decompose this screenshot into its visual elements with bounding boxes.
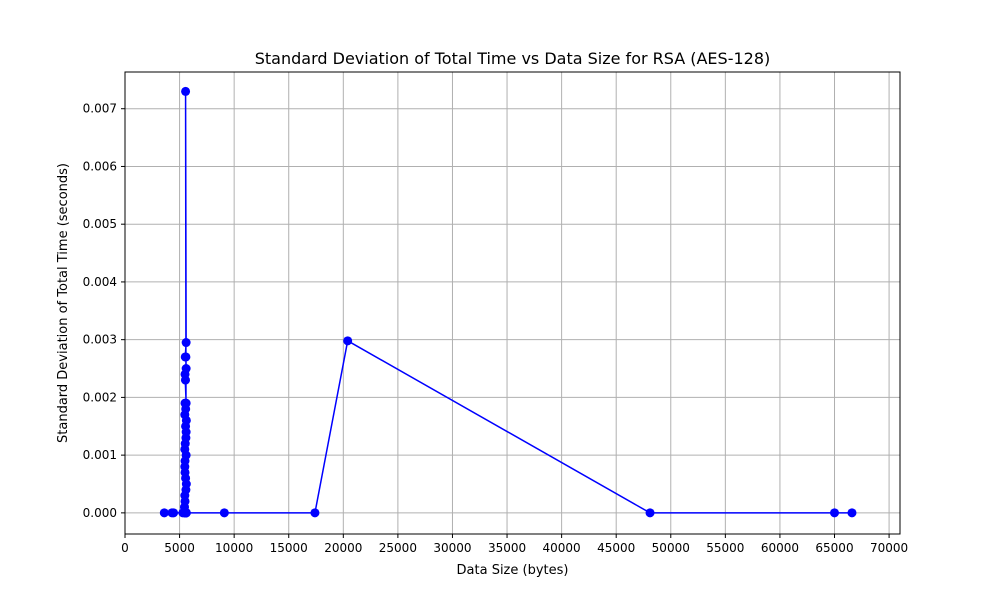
data-point bbox=[169, 508, 179, 518]
y-tick-label: 0.002 bbox=[83, 390, 117, 404]
x-tick-label: 45000 bbox=[597, 541, 635, 555]
tick-layer: 0 5000 10000 15000 20000 25000 30000 35000 40000… bbox=[83, 102, 909, 555]
data-point bbox=[645, 508, 655, 518]
data-point bbox=[310, 508, 320, 518]
data-point bbox=[847, 508, 857, 518]
x-tick-label: 40000 bbox=[543, 541, 581, 555]
x-tick-label: 60000 bbox=[761, 541, 799, 555]
y-tick-label: 0.004 bbox=[83, 275, 117, 289]
chart-title: Standard Deviation of Total Time vs Data… bbox=[255, 49, 771, 68]
x-tick-label: 50000 bbox=[652, 541, 690, 555]
x-tick-label: 20000 bbox=[324, 541, 362, 555]
x-tick-label: 65000 bbox=[815, 541, 853, 555]
series-layer bbox=[159, 86, 857, 518]
data-point bbox=[181, 364, 191, 374]
y-tick-label: 0.000 bbox=[83, 506, 117, 520]
data-point bbox=[343, 336, 353, 346]
x-tick-label: 25000 bbox=[379, 541, 417, 555]
y-tick-label: 0.006 bbox=[83, 159, 117, 173]
x-axis-label: Data Size (bytes) bbox=[457, 563, 569, 578]
data-point bbox=[181, 508, 191, 518]
data-point bbox=[219, 508, 229, 518]
series-line bbox=[164, 90, 852, 514]
y-tick-label: 0.003 bbox=[83, 333, 117, 347]
data-point bbox=[181, 398, 191, 408]
data-point bbox=[830, 508, 840, 518]
x-tick-label: 35000 bbox=[488, 541, 526, 555]
y-tick-label: 0.007 bbox=[83, 102, 117, 116]
data-point bbox=[180, 352, 190, 362]
data-point bbox=[159, 508, 169, 518]
grid-layer bbox=[124, 72, 900, 534]
y-tick-label: 0.001 bbox=[83, 448, 117, 462]
x-tick-label: 5000 bbox=[164, 541, 195, 555]
data-point bbox=[181, 86, 191, 96]
y-tick-label: 0.005 bbox=[83, 217, 117, 231]
x-tick-label: 10000 bbox=[215, 541, 253, 555]
x-tick-label: 55000 bbox=[706, 541, 744, 555]
y-axis-label: Standard Deviation of Total Time (second… bbox=[56, 163, 71, 443]
x-tick-label: 70000 bbox=[870, 541, 908, 555]
plot-frame bbox=[124, 71, 901, 535]
x-tick-label: 15000 bbox=[270, 541, 308, 555]
data-point bbox=[181, 338, 191, 348]
x-tick-label: 30000 bbox=[433, 541, 471, 555]
x-tick-label: 0 bbox=[121, 541, 129, 555]
data-point bbox=[180, 375, 190, 385]
